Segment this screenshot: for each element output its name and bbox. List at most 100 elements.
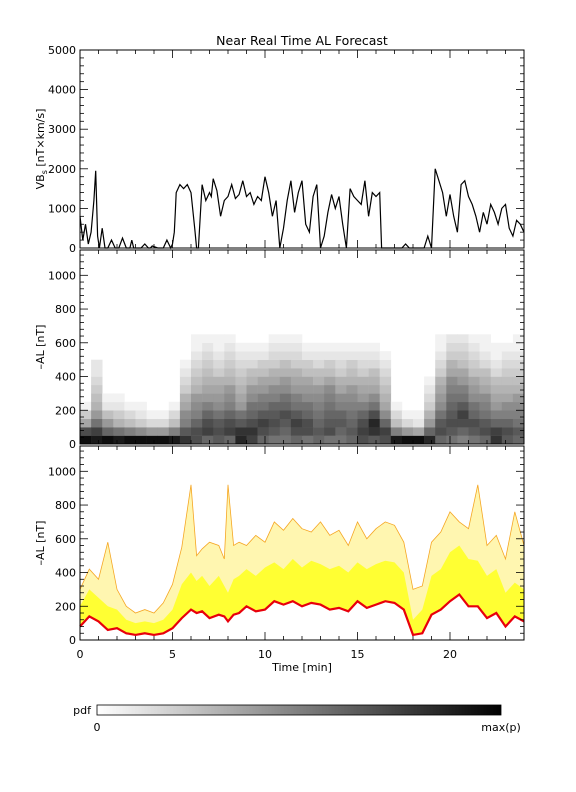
heatmap-cell [413, 410, 425, 419]
heatmap-cell [435, 410, 447, 419]
heatmap-cell [290, 376, 303, 386]
pdf-colorbar: pdf 0 max(p) [73, 704, 521, 734]
heatmap-cell [268, 334, 281, 343]
heatmap-cell [279, 418, 292, 428]
heatmap-cell [246, 410, 258, 419]
heatmap-cell [501, 385, 514, 394]
heatmap-cell [80, 418, 92, 428]
heatmap-cell [490, 376, 503, 386]
heatmap-cell [268, 427, 281, 436]
heatmap-cell [468, 376, 480, 386]
heatmap-cell [335, 401, 347, 411]
heatmap-cell [290, 427, 303, 436]
heatmap-cell [512, 393, 525, 403]
heatmap-cell [335, 435, 347, 445]
al-forecast-x-ticks: 0 5 10 15 20 [77, 446, 525, 661]
heatmap-cell [324, 368, 336, 377]
heatmap-cell [413, 435, 425, 445]
heatmap-cell [290, 334, 303, 343]
heatmap-cell [224, 376, 236, 386]
heatmap-cell [80, 435, 92, 445]
heatmap-cell [479, 435, 491, 445]
heatmap-cell [346, 342, 358, 352]
heatmap-cell [246, 342, 258, 352]
heatmap-cell [213, 418, 225, 428]
heatmap-cell [479, 334, 491, 343]
heatmap-cell [501, 351, 514, 360]
inner-band [80, 545, 524, 635]
heatmap-cell [91, 393, 103, 403]
heatmap-cell [501, 418, 514, 428]
heatmap-cell [268, 359, 281, 369]
heatmap-cell [379, 435, 392, 445]
x-tick-label: 20 [443, 648, 457, 661]
heatmap-cell [401, 418, 414, 428]
y-tick-label: 200 [55, 600, 76, 613]
heatmap-cell [335, 418, 347, 428]
heatmap-cell [213, 342, 225, 352]
heatmap-cell [479, 418, 491, 428]
heatmap-cell [113, 418, 125, 428]
heatmap-cell [290, 401, 303, 411]
heatmap-cell [446, 342, 458, 352]
heatmap-cell [235, 435, 247, 445]
heatmap-cell [435, 376, 447, 386]
heatmap-cell [335, 359, 347, 369]
heatmap-cell [279, 351, 292, 360]
heatmap-cell [335, 342, 347, 352]
heatmap-cell [446, 368, 458, 377]
heatmap-cell [257, 427, 269, 436]
heatmap-cell [179, 435, 192, 445]
heatmap-cell [379, 410, 392, 419]
heatmap-cell [246, 359, 258, 369]
heatmap-cell [246, 351, 258, 360]
heatmap-cell [446, 334, 458, 343]
heatmap-cell [135, 427, 147, 436]
heatmap-cell [235, 427, 247, 436]
heatmap-cell [468, 351, 480, 360]
heatmap-cell [246, 418, 258, 428]
heatmap-cell [279, 368, 292, 377]
heatmap-cell [479, 368, 491, 377]
heatmap-cell [257, 410, 269, 419]
heatmap-cell [446, 359, 458, 369]
heatmap-cell [479, 401, 491, 411]
heatmap-cell [102, 410, 114, 419]
heatmap-cell [335, 351, 347, 360]
heatmap-cell [379, 359, 392, 369]
vbs-panel-frame [79, 49, 525, 249]
heatmap-cell [324, 410, 336, 419]
heatmap-cell [290, 359, 303, 369]
heatmap-cell [512, 410, 525, 419]
heatmap-cell [424, 393, 436, 403]
heatmap-cell [146, 427, 158, 436]
heatmap-cell [179, 359, 192, 369]
heatmap-cell [346, 351, 358, 360]
colorbar-gradient [96, 704, 502, 716]
y-tick-label: 800 [55, 303, 76, 316]
heatmap-cell [224, 334, 236, 343]
heatmap-cell [379, 427, 392, 436]
al-heatmap-y-ticks: 0 200 400 600 800 1000 [48, 254, 524, 451]
heatmap-cell [390, 401, 403, 411]
heatmap-cell [202, 427, 214, 436]
heatmap-cell [268, 418, 281, 428]
heatmap-cell [113, 410, 125, 419]
heatmap-cell [446, 393, 458, 403]
heatmap-cell [235, 410, 247, 419]
heatmap-cell [413, 427, 425, 436]
heatmap-cell [435, 368, 447, 377]
heatmap-cell [346, 435, 358, 445]
heatmap-cell [113, 427, 125, 436]
heatmap-cell [490, 359, 503, 369]
heatmap-cell [135, 435, 147, 445]
vbs-y-axis-label: VBs [nT×km/s] [34, 109, 49, 190]
heatmap-cell [179, 427, 192, 436]
heatmap-cell [346, 401, 358, 411]
heatmap-cell [168, 401, 181, 411]
heatmap-cell [479, 351, 491, 360]
heatmap-cell [80, 401, 92, 411]
heatmap-cell [324, 359, 336, 369]
heatmap-cell [501, 427, 514, 436]
heatmap-cell [490, 410, 503, 419]
